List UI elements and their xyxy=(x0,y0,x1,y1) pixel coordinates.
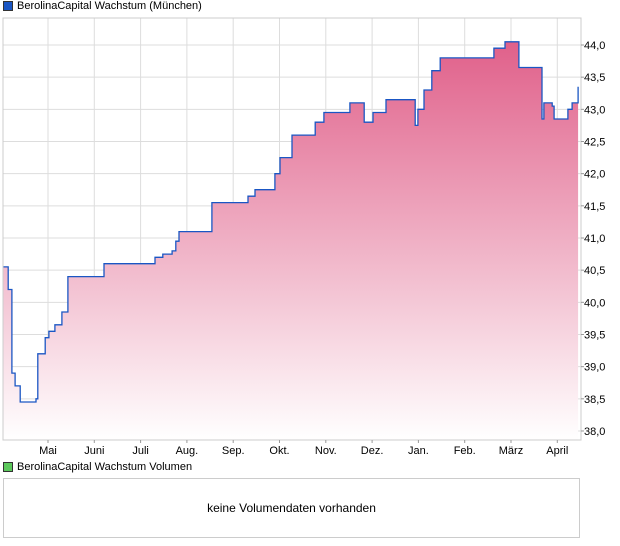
y-tick-label: 41,0 xyxy=(584,233,605,245)
y-tick-label: 43,0 xyxy=(584,104,605,116)
price-chart: 38,0 38,5 39,0 39,5 40,0 40,5 41,0 41,5 42,0 42,5… xyxy=(2,17,605,457)
price-legend: BerolinaCapital Wachstum (München) xyxy=(3,0,202,12)
x-tick-label: Okt. xyxy=(269,445,289,457)
y-tick-label: 42,5 xyxy=(584,136,605,148)
volume-legend: BerolinaCapital Wachstum Volumen xyxy=(3,461,192,473)
x-tick-label: Nov. xyxy=(315,445,337,457)
x-tick-label: März xyxy=(499,445,523,457)
price-legend-label: BerolinaCapital Wachstum (München) xyxy=(17,0,202,12)
x-tick-label: Juni xyxy=(84,445,104,457)
y-tick-label: 38,0 xyxy=(584,426,605,438)
volume-empty-message: keine Volumendaten vorhanden xyxy=(207,501,376,515)
x-tick-label: Sep. xyxy=(222,445,245,457)
x-tick-label: Juli xyxy=(132,445,149,457)
y-tick-label: 43,5 xyxy=(584,72,605,84)
x-tick-label: Feb. xyxy=(454,445,476,457)
x-tick-label: April xyxy=(546,445,568,457)
volume-legend-label: BerolinaCapital Wachstum Volumen xyxy=(17,461,193,473)
volume-panel: keine Volumendaten vorhanden xyxy=(3,478,580,538)
y-tick-label: 41,5 xyxy=(584,201,605,213)
y-tick-label: 39,5 xyxy=(584,329,605,341)
x-tick-label: Mai xyxy=(39,445,57,457)
y-tick-label: 44,0 xyxy=(584,40,605,52)
plot-frame xyxy=(2,17,582,441)
y-tick-label: 39,0 xyxy=(584,362,605,374)
volume-legend-swatch xyxy=(3,462,13,472)
y-tick-label: 40,5 xyxy=(584,265,605,277)
x-tick-label: Jan. xyxy=(408,445,429,457)
price-legend-swatch xyxy=(3,1,13,11)
price-area xyxy=(3,41,579,441)
x-tick-label: Dez. xyxy=(361,445,384,457)
y-tick-label: 42,0 xyxy=(584,169,605,181)
price-line xyxy=(3,41,579,403)
y-tick-label: 38,5 xyxy=(584,394,605,406)
x-tick-label: Aug. xyxy=(176,445,199,457)
y-tick-label: 40,0 xyxy=(584,297,605,309)
